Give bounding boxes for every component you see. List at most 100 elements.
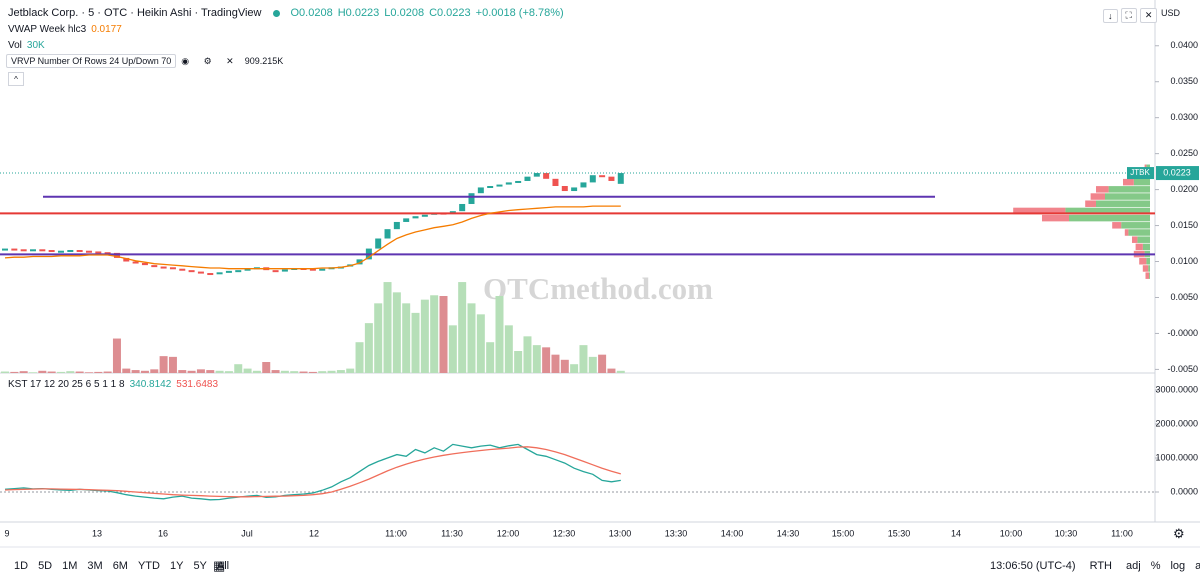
candle-body xyxy=(412,216,419,219)
session-button[interactable]: RTH xyxy=(1089,560,1113,572)
candle-body xyxy=(309,268,316,271)
symbol-badge xyxy=(1127,167,1154,180)
volume-bar xyxy=(66,371,75,373)
volume-bar xyxy=(38,370,47,373)
candle-body xyxy=(76,250,83,253)
volume-bar xyxy=(140,370,149,373)
currency[interactable]: USD xyxy=(1161,8,1180,18)
range-button[interactable]: 3M xyxy=(87,560,103,572)
profile-up xyxy=(1105,193,1150,200)
candle-body xyxy=(533,173,540,177)
x-tick-label: 13 xyxy=(92,528,102,538)
volume-bar xyxy=(280,370,289,373)
x-tick-label: 11:30 xyxy=(441,528,463,538)
range-button[interactable]: 1Y xyxy=(169,560,184,572)
candle-body xyxy=(85,250,92,253)
scale-option[interactable]: % xyxy=(1150,560,1161,572)
volume-bar xyxy=(187,370,196,373)
profile-up xyxy=(1065,207,1150,215)
volume-bar xyxy=(94,371,103,373)
candle-body xyxy=(561,186,568,192)
range-button[interactable]: 1M xyxy=(62,560,78,572)
profile-down xyxy=(1132,236,1138,243)
range-button[interactable]: 1D xyxy=(14,560,29,572)
volume-bar xyxy=(420,299,429,373)
candle-body xyxy=(123,257,130,262)
scale-options: adj% log auto xyxy=(1126,560,1200,572)
candle-body xyxy=(505,182,512,185)
volume-bar xyxy=(103,371,112,373)
vrvp-legend: VRVP Number Of Rows 24 Up/Down 70 ◉ ⚙ ✕ … xyxy=(6,54,283,68)
maximize-button[interactable]: ⛶ xyxy=(1120,8,1137,23)
scale-option[interactable]: adj xyxy=(1126,560,1141,572)
volume-bar xyxy=(299,371,308,373)
range-button[interactable]: All xyxy=(216,560,230,572)
range-button[interactable]: 6M xyxy=(112,560,128,572)
vrvp-name[interactable]: VRVP Number Of Rows 24 Up/Down 70 xyxy=(6,54,177,68)
move-down-button[interactable]: ↓ xyxy=(1103,8,1118,23)
profile-up xyxy=(1142,243,1150,251)
kst-line xyxy=(4,443,621,501)
profile-up xyxy=(1137,236,1150,243)
candle-body xyxy=(160,266,167,269)
candle-body xyxy=(393,221,400,230)
kst-signal-value: 531.6483 xyxy=(176,379,219,390)
y-tick-label: 0.0300 xyxy=(1170,112,1198,122)
volume-bar xyxy=(579,345,588,373)
volume-bar xyxy=(150,369,159,373)
settings-button[interactable]: ⚙ xyxy=(1173,526,1185,541)
profile-up xyxy=(1108,186,1150,193)
range-buttons: 1D 5D 1M 3M 6M YTD 1Y 5Y All xyxy=(14,549,229,583)
candle-body xyxy=(608,176,615,181)
price-badge xyxy=(1156,166,1199,181)
volume-bar xyxy=(178,370,187,373)
profile-down xyxy=(1123,178,1134,186)
volume-bar xyxy=(383,282,392,373)
volume-bar xyxy=(560,359,569,373)
volume-bar xyxy=(532,345,541,373)
range-button[interactable]: 5Y xyxy=(193,560,207,572)
volume-bar xyxy=(486,342,495,373)
y-tick-label: 0.0100 xyxy=(1170,256,1198,266)
volume-bar xyxy=(224,371,233,373)
vrvp-icons[interactable]: ◉ ⚙ ✕ xyxy=(181,55,240,66)
close-button[interactable]: ✕ xyxy=(1139,8,1158,23)
candle-body xyxy=(281,269,288,272)
volume-bar xyxy=(112,338,121,373)
profile-up xyxy=(1146,258,1150,265)
symbol-label: JTBK xyxy=(1130,168,1150,177)
scale-option[interactable]: auto xyxy=(1195,560,1200,572)
volume-bar xyxy=(374,303,383,373)
volume-bar xyxy=(430,295,439,373)
candle-body xyxy=(272,270,279,273)
candle-body xyxy=(421,214,428,217)
range-button[interactable]: 5D xyxy=(38,560,53,572)
y-tick-label: 1000.0000 xyxy=(1155,452,1198,462)
candle-body xyxy=(599,175,606,178)
x-tick-label: 12 xyxy=(309,528,319,538)
x-tick-label: 9 xyxy=(4,528,9,538)
volume-bar xyxy=(262,362,271,373)
kst-line xyxy=(4,446,621,498)
range-button[interactable]: YTD xyxy=(137,560,160,572)
x-tick-label: 11:00 xyxy=(385,528,407,538)
volume-bar xyxy=(476,314,485,373)
volume-bar xyxy=(47,371,56,373)
y-tick-label: 0.0000 xyxy=(1170,486,1198,496)
collapse-button[interactable]: ^ xyxy=(8,72,24,86)
volume-bar xyxy=(411,312,420,373)
y-tick-label: 2000.0000 xyxy=(1155,418,1198,428)
candles xyxy=(2,173,624,276)
candle-body xyxy=(95,251,102,254)
candle-body xyxy=(104,252,111,255)
date-range-button[interactable]: ▦ xyxy=(213,558,226,573)
scale-option[interactable]: log xyxy=(1170,560,1186,572)
volume-bar xyxy=(504,325,513,373)
volume-bar xyxy=(336,370,345,373)
candle-body xyxy=(141,262,148,266)
candle-body xyxy=(2,248,8,251)
profile-up xyxy=(1069,214,1150,222)
currency-label[interactable]: USD xyxy=(1161,8,1181,18)
candle-body xyxy=(496,184,503,187)
candle-body xyxy=(39,249,46,252)
